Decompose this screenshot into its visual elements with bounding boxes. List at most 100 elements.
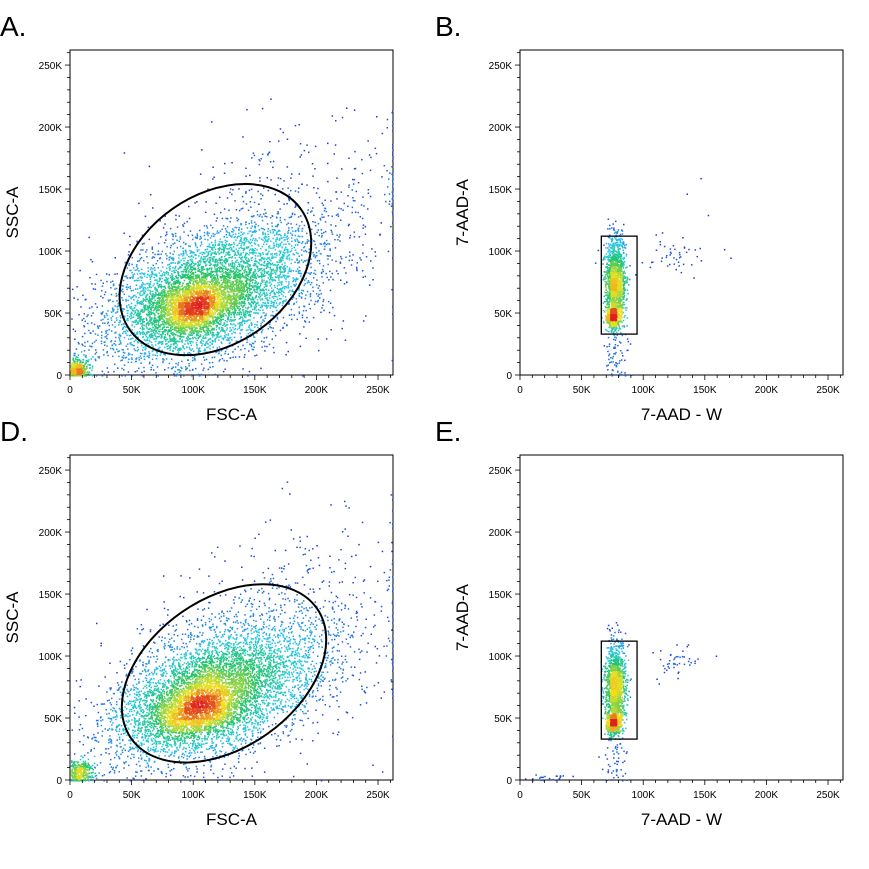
event-dot bbox=[254, 297, 256, 299]
event-dot bbox=[219, 330, 222, 333]
event-dot bbox=[212, 321, 214, 323]
event-dot bbox=[173, 372, 175, 375]
event-dot bbox=[168, 266, 170, 269]
event-dot bbox=[192, 276, 194, 278]
event-dot bbox=[185, 262, 188, 264]
event-dot bbox=[192, 359, 194, 362]
event-dot bbox=[253, 312, 255, 314]
event-dot bbox=[161, 293, 164, 295]
event-dot bbox=[253, 215, 255, 217]
event-dot bbox=[147, 267, 149, 269]
event-dot bbox=[261, 153, 264, 155]
event-dot bbox=[264, 208, 266, 211]
event-dot bbox=[304, 249, 307, 252]
event-dot bbox=[151, 294, 153, 297]
event-dot bbox=[242, 284, 245, 287]
event-dot bbox=[223, 172, 226, 174]
event-dot bbox=[341, 168, 343, 170]
event-dot bbox=[116, 319, 118, 321]
event-dot bbox=[252, 253, 254, 255]
event-dot bbox=[214, 241, 216, 243]
event-dot bbox=[211, 341, 214, 343]
event-dot bbox=[174, 242, 176, 244]
event-dot bbox=[245, 262, 247, 264]
event-dot bbox=[285, 354, 287, 356]
event-dot bbox=[159, 294, 162, 297]
event-dot bbox=[91, 306, 93, 308]
event-dot bbox=[187, 359, 189, 361]
event-dot bbox=[147, 293, 149, 296]
event-dot bbox=[147, 300, 150, 303]
event-dot bbox=[174, 338, 177, 340]
event-dot bbox=[320, 272, 323, 274]
event-dot bbox=[223, 330, 225, 332]
event-dot bbox=[197, 262, 200, 264]
event-dot bbox=[154, 305, 157, 307]
event-dot bbox=[212, 328, 214, 330]
event-dot bbox=[323, 309, 325, 312]
event-dot bbox=[167, 280, 169, 282]
event-dot bbox=[209, 337, 212, 340]
event-dot bbox=[203, 268, 206, 271]
event-dot bbox=[160, 343, 163, 346]
event-dot bbox=[250, 215, 253, 218]
event-dot bbox=[146, 283, 148, 285]
event-dot bbox=[286, 138, 289, 140]
event-dot bbox=[258, 262, 260, 264]
event-dot bbox=[137, 323, 139, 325]
event-dot bbox=[352, 178, 354, 181]
event-dot bbox=[222, 243, 224, 246]
event-dot bbox=[331, 233, 334, 235]
event-dot bbox=[138, 296, 140, 299]
event-dot bbox=[225, 254, 227, 256]
event-dot bbox=[150, 267, 153, 269]
event-dot bbox=[265, 212, 267, 214]
event-dot bbox=[191, 258, 193, 260]
event-dot bbox=[120, 323, 123, 326]
event-dot bbox=[273, 306, 275, 308]
event-dot bbox=[161, 295, 163, 297]
event-dot bbox=[169, 349, 172, 351]
event-dot bbox=[138, 320, 140, 322]
event-dot bbox=[118, 321, 121, 324]
event-dot bbox=[282, 316, 285, 319]
event-dot bbox=[304, 260, 307, 262]
event-dot bbox=[240, 285, 242, 287]
event-dot bbox=[238, 281, 240, 283]
event-dot bbox=[177, 268, 180, 270]
event-dot bbox=[225, 281, 227, 283]
plot-frame bbox=[69, 49, 394, 376]
event-dot bbox=[254, 268, 256, 271]
event-dot bbox=[253, 273, 255, 275]
event-dot bbox=[315, 251, 318, 254]
event-dot bbox=[185, 269, 188, 272]
event-dot bbox=[242, 282, 245, 284]
event-dot bbox=[306, 290, 309, 293]
event-dot bbox=[238, 312, 241, 314]
event-dot bbox=[92, 288, 95, 290]
event-dot bbox=[278, 250, 280, 252]
event-dot bbox=[259, 213, 262, 216]
event-dot bbox=[114, 305, 116, 307]
event-dot bbox=[156, 352, 158, 354]
event-dot bbox=[151, 350, 154, 352]
event-dot bbox=[211, 279, 214, 282]
event-dot bbox=[219, 196, 221, 199]
event-dot bbox=[165, 277, 168, 279]
event-dot bbox=[232, 231, 234, 233]
event-dot bbox=[208, 232, 210, 235]
event-dot bbox=[322, 270, 324, 273]
event-dot bbox=[210, 272, 212, 275]
event-dot bbox=[349, 237, 351, 239]
event-dot bbox=[218, 360, 220, 362]
event-dot bbox=[161, 342, 164, 345]
event-dot bbox=[230, 329, 233, 332]
event-dot bbox=[70, 375, 72, 377]
event-dot bbox=[272, 160, 275, 163]
event-dot bbox=[247, 311, 249, 313]
event-dot bbox=[127, 318, 129, 320]
event-dot bbox=[132, 289, 134, 292]
event-dot bbox=[220, 252, 222, 254]
event-dot bbox=[246, 341, 248, 344]
event-dot bbox=[276, 237, 278, 239]
